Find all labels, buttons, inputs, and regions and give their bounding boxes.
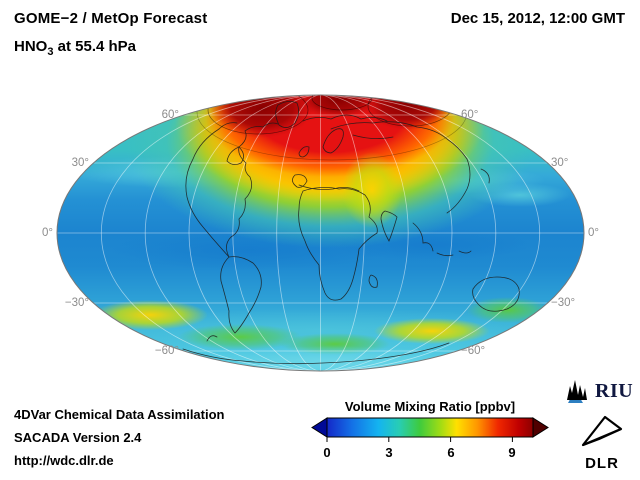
riu-logo: RIU <box>566 378 633 404</box>
antarctic-collar-patch <box>374 318 490 344</box>
polar-max-core-center <box>298 95 378 118</box>
colorbar-tick-9: 9 <box>508 445 516 460</box>
dlr-logo: DLR <box>574 413 630 472</box>
credits-block: 4DVar Chemical Data Assimilation SACADA … <box>14 403 225 472</box>
polar-yellow-tongue <box>342 152 402 228</box>
lat-label-60s-left: −60° <box>154 345 179 357</box>
dlr-logo-text: DLR <box>585 455 619 472</box>
colorbar <box>311 417 549 442</box>
dlr-logo-icon <box>581 415 623 447</box>
riu-logo-text: RIU <box>595 379 634 402</box>
lat-label-60s-right: −60° <box>461 345 486 357</box>
lat-label-60n-left: 60° <box>161 109 179 121</box>
map-data-layer <box>57 95 584 371</box>
antarctic-collar-patch <box>466 297 550 323</box>
colorbar-title: Volume Mixing Ratio [ppbv] <box>344 399 516 414</box>
map-outline <box>56 94 585 372</box>
page-title: GOME−2 / MetOp Forecast <box>14 10 208 27</box>
page-subtitle: HNO3 at 55.4 hPa <box>14 38 136 58</box>
lat-label-30n-left: 30° <box>71 157 89 169</box>
colorbar-underflow-arrow <box>311 417 328 438</box>
lat-label-30s-left: −30° <box>64 297 89 309</box>
colorbar-gradient-bar <box>326 417 534 438</box>
antarctic-collar-patch <box>178 324 302 350</box>
colorbar-tick-3: 3 <box>385 445 393 460</box>
polar-max-core-east <box>363 95 453 130</box>
lat-label-0-left: 0° <box>42 227 53 239</box>
credit-line-version: SACADA Version 2.4 <box>14 430 142 445</box>
lat-label-60n-right: 60° <box>461 109 479 121</box>
credit-line-assimilation: 4DVar Chemical Data Assimilation <box>14 407 225 422</box>
lat-label-30n-right: 30° <box>551 157 569 169</box>
antarctic-collar-patch <box>92 300 208 330</box>
species-subscript: 3 <box>47 46 54 58</box>
lat-label-0-right: 0° <box>588 227 599 239</box>
credit-line-url: http://wdc.dlr.de <box>14 453 114 468</box>
colorbar-tick-marks <box>326 437 513 442</box>
colorbar-overflow-arrow <box>532 417 549 438</box>
colorbar-tick-0: 0 <box>323 445 331 460</box>
map-coastlines <box>182 101 520 365</box>
species-label: HNO <box>14 38 48 55</box>
lat-label-30s-right: −30° <box>551 297 576 309</box>
colorbar-tick-6: 6 <box>447 445 455 460</box>
timestamp: Dec 15, 2012, 12:00 GMT <box>450 10 625 27</box>
riu-logo-icon <box>567 380 587 403</box>
pressure-level-label: at 55.4 hPa <box>53 38 137 55</box>
